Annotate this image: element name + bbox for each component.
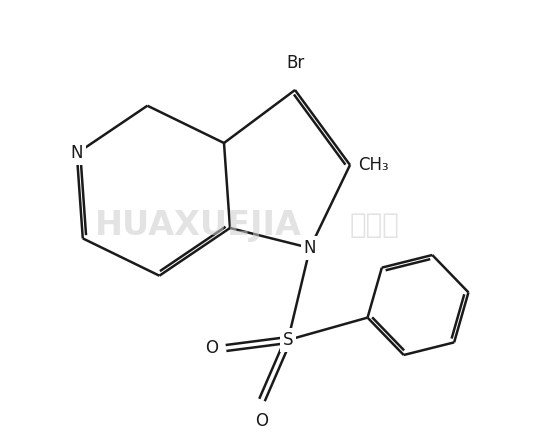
Text: S: S: [283, 331, 293, 349]
Text: N: N: [70, 144, 83, 162]
Text: N: N: [304, 239, 316, 257]
Text: O: O: [205, 339, 218, 357]
Text: CH₃: CH₃: [358, 156, 389, 174]
Text: HUAXUEJIA: HUAXUEJIA: [95, 209, 302, 242]
Text: 化学加: 化学加: [350, 211, 400, 239]
Text: Br: Br: [286, 54, 304, 72]
Text: O: O: [255, 412, 268, 430]
